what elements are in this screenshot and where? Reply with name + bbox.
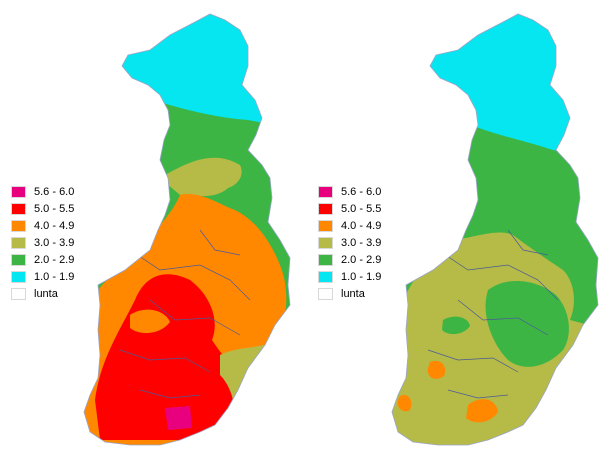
legend-item: lunta	[318, 285, 381, 302]
left-class-6-region	[165, 406, 192, 430]
legend-swatch	[318, 236, 333, 249]
legend-item: 5.6 - 6.0	[11, 183, 74, 200]
legend-swatch	[318, 287, 333, 300]
legend-label: 3.0 - 3.9	[341, 236, 382, 249]
legend-swatch	[11, 253, 26, 266]
left-class-4-patch	[130, 309, 170, 334]
right-class-2-patch	[485, 280, 569, 367]
legend-item: 1.0 - 1.9	[318, 268, 381, 285]
legend-label: 2.0 - 2.9	[341, 253, 382, 266]
legend-label: lunta	[34, 287, 58, 300]
legend-swatch	[11, 270, 26, 283]
left-lake-network	[119, 229, 251, 399]
legend-label: 4.0 - 4.9	[341, 219, 382, 232]
right-class-4-patch-edge	[397, 394, 412, 412]
legend-label: 3.0 - 3.9	[34, 236, 75, 249]
legend-swatch	[318, 253, 333, 266]
legend-item: 3.0 - 3.9	[318, 234, 381, 251]
legend-swatch	[11, 202, 26, 215]
right-legend: 5.6 - 6.0 5.0 - 5.5 4.0 - 4.9 3.0 - 3.9 …	[318, 183, 381, 302]
legend-label: 5.0 - 5.5	[34, 202, 75, 215]
left-class-3-strip	[220, 340, 290, 445]
right-map-panel: 5.6 - 6.0 5.0 - 5.5 4.0 - 4.9 3.0 - 3.9 …	[308, 0, 616, 452]
legend-label: 5.6 - 6.0	[341, 185, 382, 198]
legend-label: 5.0 - 5.5	[341, 202, 382, 215]
right-lake-network	[427, 229, 559, 399]
left-class-3-region	[160, 157, 242, 197]
legend-swatch	[11, 287, 26, 300]
legend-swatch	[318, 202, 333, 215]
legend-item: 4.0 - 4.9	[318, 217, 381, 234]
legend-label: 1.0 - 1.9	[34, 270, 75, 283]
legend-swatch	[11, 236, 26, 249]
right-finland-outline	[391, 13, 599, 446]
right-class-4-patch-small	[427, 360, 446, 379]
left-finland-map	[83, 13, 291, 446]
legend-swatch	[11, 185, 26, 198]
legend-item: 2.0 - 2.9	[318, 251, 381, 268]
right-class-4-patch	[466, 399, 498, 423]
legend-swatch	[11, 219, 26, 232]
left-finland-outline	[83, 13, 291, 446]
right-finland-map	[391, 13, 599, 446]
legend-item: 2.0 - 2.9	[11, 251, 74, 268]
legend-item: 3.0 - 3.9	[11, 234, 74, 251]
legend-item: 1.0 - 1.9	[11, 268, 74, 285]
legend-item: lunta	[11, 285, 74, 302]
right-class-2-patch-small	[442, 316, 470, 335]
legend-label: lunta	[341, 287, 365, 300]
left-map-panel: 5.6 - 6.0 5.0 - 5.5 4.0 - 4.9 3.0 - 3.9 …	[11, 13, 291, 446]
legend-item: 5.0 - 5.5	[318, 200, 381, 217]
legend-swatch	[318, 185, 333, 198]
left-legend: 5.6 - 6.0 5.0 - 5.5 4.0 - 4.9 3.0 - 3.9 …	[11, 183, 74, 302]
legend-swatch	[318, 270, 333, 283]
legend-swatch	[318, 219, 333, 232]
legend-item: 5.6 - 6.0	[318, 183, 381, 200]
legend-label: 5.6 - 6.0	[34, 185, 75, 198]
legend-item: 4.0 - 4.9	[11, 217, 74, 234]
legend-label: 1.0 - 1.9	[341, 270, 382, 283]
legend-label: 2.0 - 2.9	[34, 253, 75, 266]
legend-item: 5.0 - 5.5	[11, 200, 74, 217]
legend-label: 4.0 - 4.9	[34, 219, 75, 232]
